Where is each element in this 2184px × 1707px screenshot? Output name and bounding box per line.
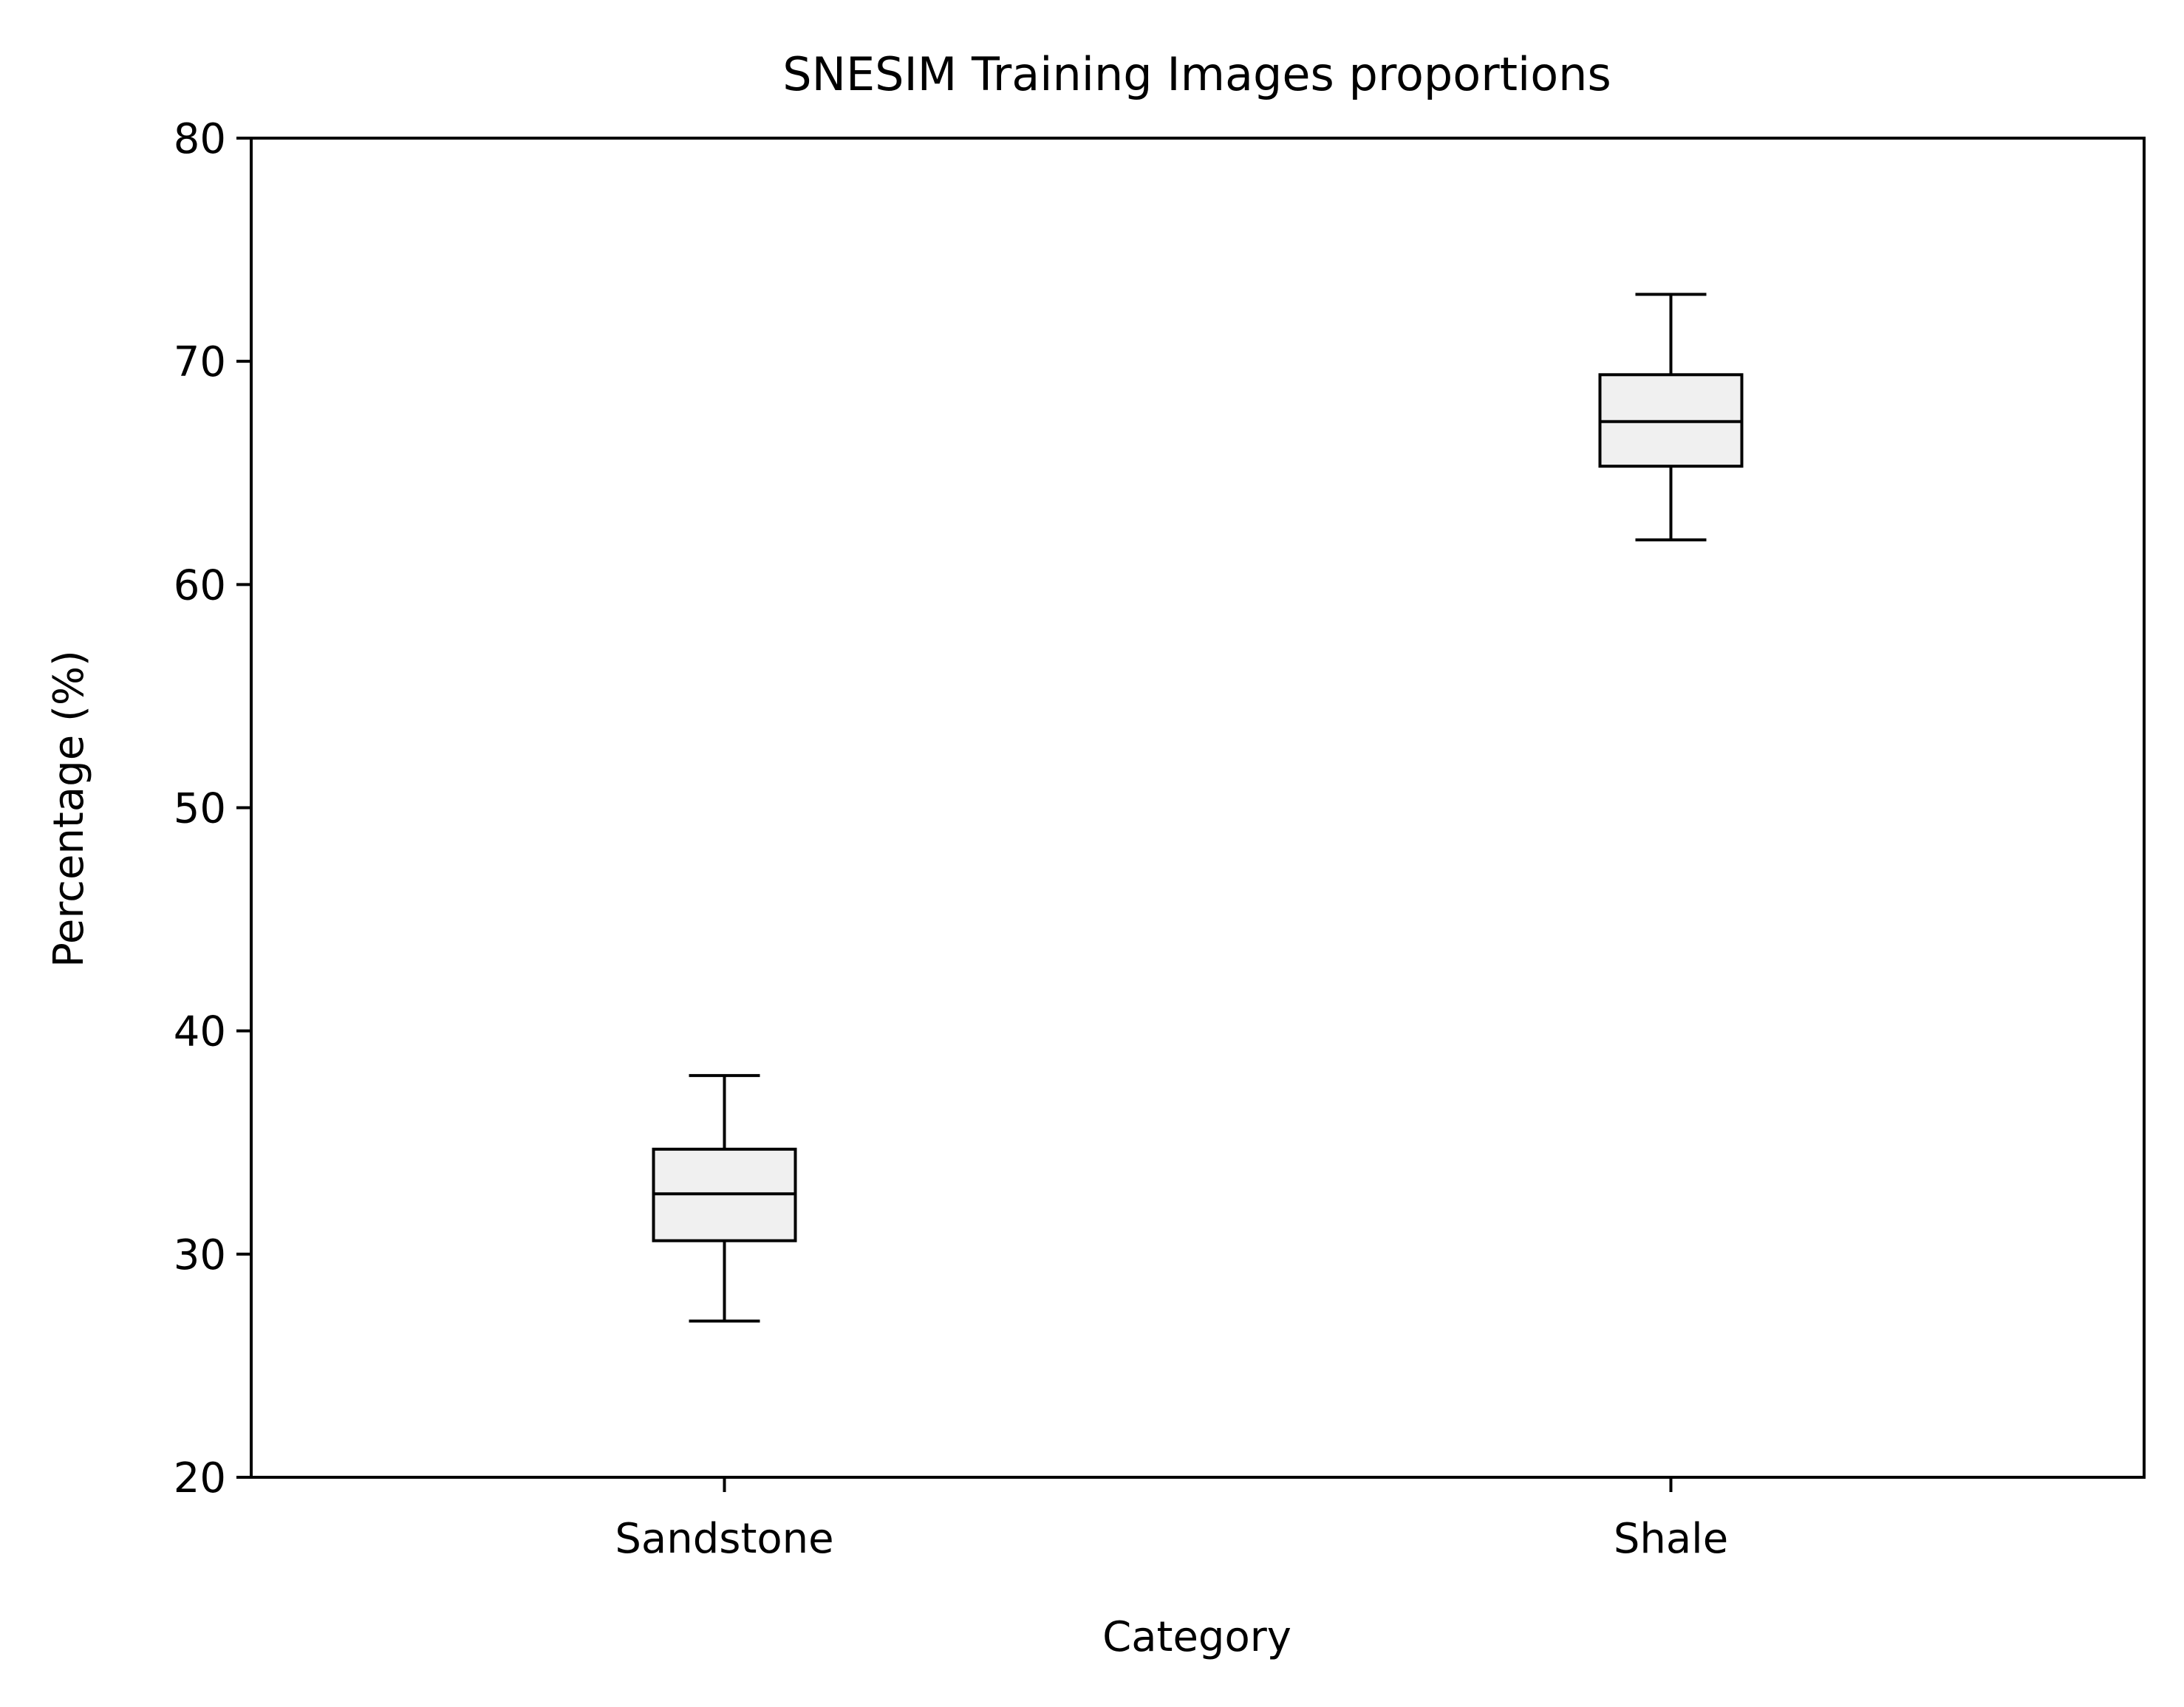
- plot-area: 20 30 40 50 60 70 80 Sandstone Shale: [174, 115, 2146, 1563]
- y-tick-label: 50: [174, 785, 226, 833]
- x-tick-label-sandstone: Sandstone: [615, 1515, 833, 1563]
- chart-title: SNESIM Training Images proportions: [782, 47, 1611, 101]
- y-axis-label: Percentage (%): [45, 650, 93, 968]
- y-tick-label: 40: [174, 1008, 226, 1056]
- y-tick-label: 30: [174, 1231, 226, 1279]
- x-tick-label-shale: Shale: [1614, 1515, 1728, 1563]
- y-tick-label: 80: [174, 115, 226, 163]
- x-axis-label: Category: [1102, 1613, 1291, 1661]
- plot-frame: [250, 137, 2146, 1479]
- y-tick-label: 20: [174, 1454, 226, 1502]
- y-tick-label: 70: [174, 338, 226, 386]
- y-tick-label: 60: [174, 561, 226, 609]
